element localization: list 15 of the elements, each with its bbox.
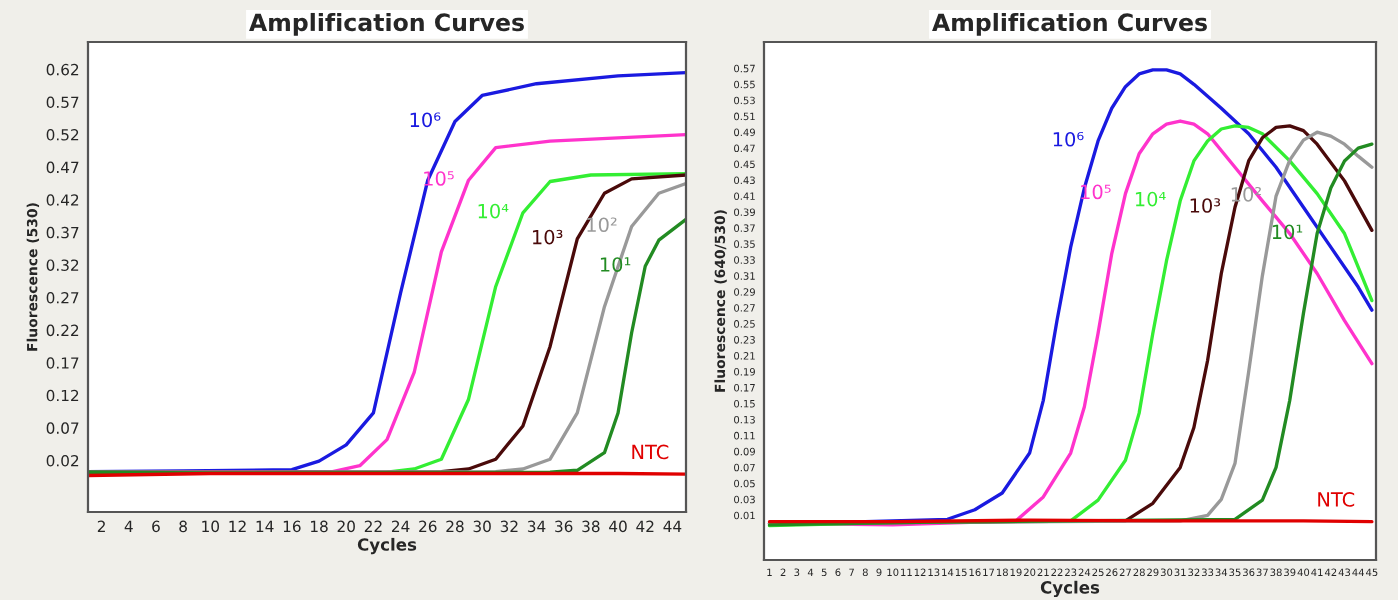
line-series	[88, 70, 686, 474]
series-label: NTC	[632, 444, 669, 460]
series-label: 10³	[532, 229, 563, 245]
series-label: 10⁴	[1135, 191, 1166, 207]
series-label: 10⁶	[410, 112, 441, 128]
chart-title: Amplification Curves	[249, 12, 524, 36]
series-label: 10⁴	[478, 203, 509, 219]
series-label: 10⁶	[1053, 131, 1084, 147]
series-label: 10¹	[600, 257, 631, 272]
x-axis-title: Cycles	[1040, 580, 1100, 598]
chart-title: Amplification Curves	[932, 12, 1207, 36]
x-axis-title: Cycles	[357, 537, 417, 555]
series-label: 10²	[587, 217, 617, 233]
series-label: NTC	[1318, 492, 1355, 507]
series-label: 10³	[1190, 198, 1221, 213]
